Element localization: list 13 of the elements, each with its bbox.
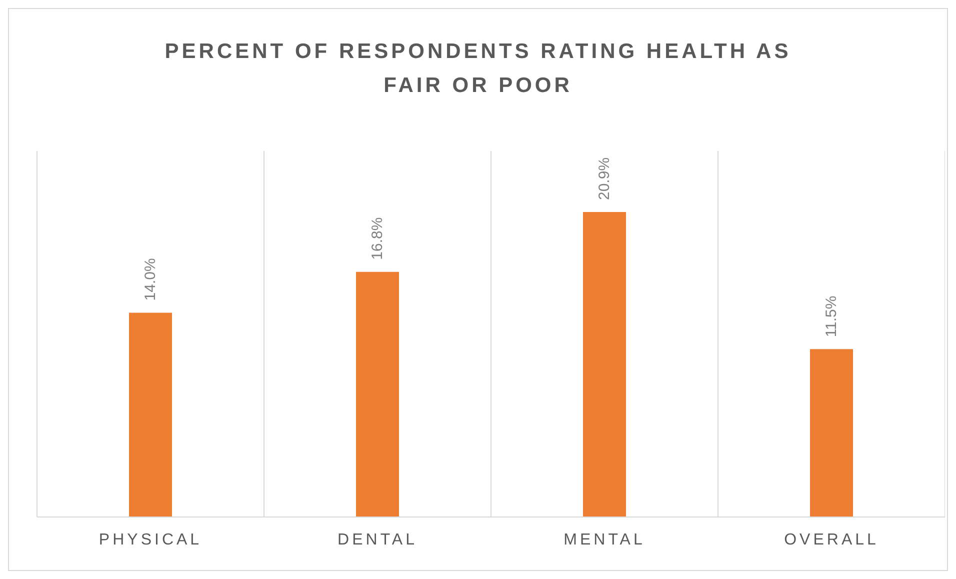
bar	[583, 212, 626, 517]
chart-title: PERCENT OF RESPONDENTS RATING HEALTH AS FAIR OR POOR	[164, 39, 792, 99]
bar	[129, 312, 172, 517]
x-tick-label: PHYSICAL	[98, 531, 202, 548]
x-tick-label: MENTAL	[564, 531, 646, 548]
bar	[810, 349, 853, 517]
data-label: 20.9%	[596, 157, 613, 200]
x-tick-label: DENTAL	[338, 531, 418, 548]
data-label: 11.5%	[823, 296, 840, 338]
data-label: 16.8%	[369, 217, 386, 260]
bar	[356, 272, 399, 517]
data-label: 14.0%	[142, 258, 159, 301]
x-tick-label: OVERALL	[784, 531, 879, 548]
